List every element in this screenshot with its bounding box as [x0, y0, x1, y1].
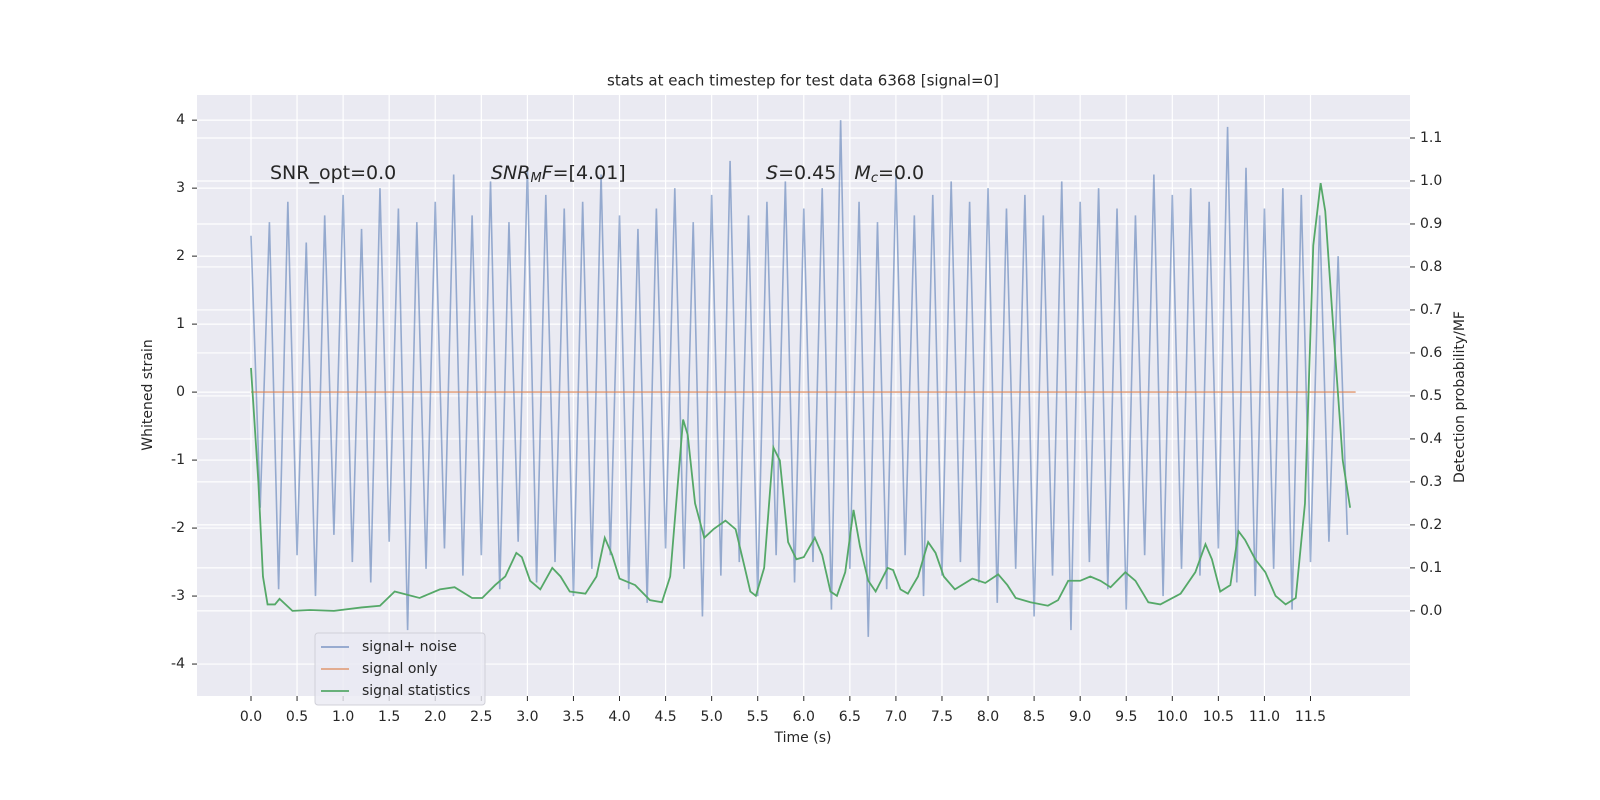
y2-tick-label: 0.7: [1420, 302, 1442, 318]
y2-tick-label: 1.0: [1420, 173, 1442, 189]
y2-axis-label: Detection probability/MF: [1452, 311, 1468, 483]
annotation-part: SNR_opt=0.0: [270, 162, 396, 184]
legend-label: signal statistics: [362, 683, 470, 699]
y2-tick-label: 1.1: [1420, 130, 1442, 146]
annotation-part: =0.0: [878, 162, 924, 184]
x-tick-label: 10.5: [1203, 709, 1234, 725]
series-line: [250, 120, 1349, 637]
annotation-part: M: [530, 171, 541, 186]
x-tick-label: 8.0: [977, 709, 999, 725]
annotation-part: M: [854, 162, 870, 184]
labels: 0.0 0.5 1.0 1.5 2.0 2.5 3.0 3.5 4.0 4.5 5.0 5.5 6.0 6…: [171, 112, 1442, 725]
x-tick-label: 7.5: [931, 709, 953, 725]
x-tick-label: 4.0: [608, 709, 630, 725]
x-tick-label: 11.0: [1249, 709, 1280, 725]
y-tick-label: -3: [171, 588, 185, 604]
x-tick-label: 6.0: [793, 709, 815, 725]
y-tick-label: 0: [176, 384, 185, 400]
x-tick-label: 5.5: [747, 709, 769, 725]
y2-tick-label: 0.6: [1420, 345, 1442, 361]
x-tick-label: 2.5: [470, 709, 492, 725]
annotation-part: S: [766, 162, 778, 184]
y-tick-label: -2: [171, 520, 185, 536]
y2-tick-label: 0.9: [1420, 216, 1442, 232]
y-tick-label: 4: [176, 112, 185, 128]
x-tick-label: 5.0: [701, 709, 723, 725]
x-tick-label: 6.5: [839, 709, 861, 725]
legend-label: signal only: [362, 661, 437, 677]
y-tick-label: 3: [176, 180, 185, 196]
y2-tick-label: 0.5: [1420, 388, 1442, 404]
annotation-part: c: [871, 171, 878, 186]
series-line: [250, 182, 1352, 612]
y2-tick-label: 0.4: [1420, 431, 1442, 447]
x-tick-label: 9.5: [1115, 709, 1137, 725]
y-axis-label: Whitened strain: [140, 339, 156, 450]
y-tick-label: -1: [171, 452, 185, 468]
legend-label: signal+ noise: [362, 639, 457, 655]
x-tick-label: 0.5: [286, 709, 308, 725]
y2-tick-label: 0.2: [1420, 517, 1442, 533]
x-tick-label: 7.0: [885, 709, 907, 725]
annotation-part: F: [542, 162, 554, 184]
y2-tick-label: 0.3: [1420, 474, 1442, 490]
y2-tick-label: 0.0: [1420, 603, 1442, 619]
x-tick-label: 3.5: [562, 709, 584, 725]
y-tick-label: 2: [176, 248, 185, 264]
y2-tick-label: 0.8: [1420, 259, 1442, 275]
x-tick-label: 2.0: [424, 709, 446, 725]
chart-title: stats at each timestep for test data 636…: [607, 72, 999, 90]
x-tick-label: 8.5: [1023, 709, 1045, 725]
x-tick-label: 11.5: [1295, 709, 1326, 725]
annotation-part: =[4.01]: [553, 162, 626, 184]
x-tick-label: 3.0: [516, 709, 538, 725]
x-axis-label: Time (s): [774, 730, 832, 746]
x-tick-label: 1.5: [378, 709, 400, 725]
y-tick-label: 1: [176, 316, 185, 332]
y2-tick-label: 0.1: [1420, 560, 1442, 576]
annotation-part: =0.45: [778, 162, 854, 184]
x-tick-label: 10.0: [1157, 709, 1188, 725]
x-tick-label: 0.0: [240, 709, 262, 725]
annotation: SNR_opt=0.0: [270, 162, 396, 184]
annotation: S=0.45 Mc=0.0: [766, 162, 924, 186]
x-tick-label: 9.0: [1069, 709, 1091, 725]
y-tick-label: -4: [171, 656, 185, 672]
x-tick-label: 1.0: [332, 709, 354, 725]
legend-box: [314, 632, 486, 706]
marks: [250, 120, 1356, 637]
x-tick-label: 4.5: [654, 709, 676, 725]
annotation-part: SNR: [491, 162, 530, 184]
annotation: SNRMF=[4.01]: [491, 162, 626, 186]
